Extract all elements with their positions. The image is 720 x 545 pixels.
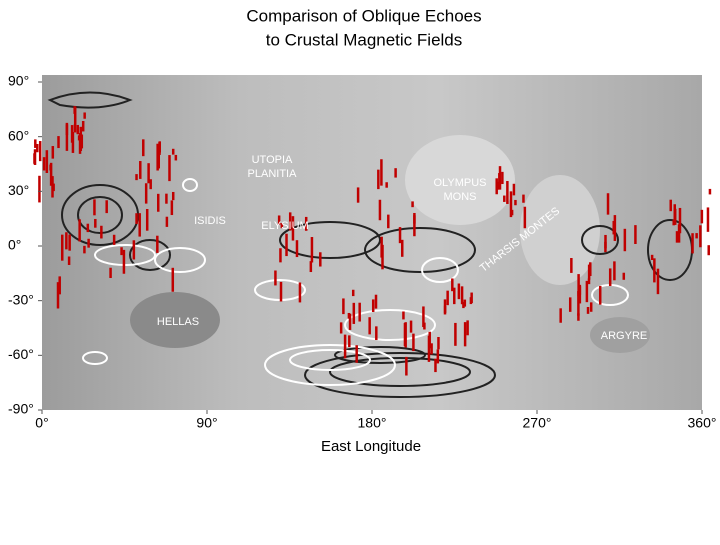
title-line: Comparison of Oblique Echoes — [246, 6, 481, 25]
x-tick-label: 270° — [523, 415, 552, 431]
basin — [130, 292, 220, 348]
region-label: ELYSIUM — [261, 220, 308, 232]
region-label: ISIDIS — [194, 215, 226, 227]
x-axis-label: East Longitude — [321, 438, 421, 455]
x-tick-label: 180° — [358, 415, 387, 431]
y-tick-label: 30° — [8, 182, 29, 198]
region-label: ARGYRE — [601, 330, 647, 342]
title-line: to Crustal Magnetic Fields — [266, 30, 463, 49]
region-label: OLYMPUS — [434, 177, 487, 189]
y-tick-label: 0° — [8, 237, 21, 253]
y-tick-label: -30° — [8, 291, 34, 307]
x-tick-label: 360° — [688, 415, 717, 431]
region-label: HELLAS — [157, 316, 199, 328]
region-label: PLANITIA — [248, 168, 298, 180]
highland — [520, 175, 600, 285]
y-tick-label: -60° — [8, 346, 34, 362]
y-tick-label: 60° — [8, 127, 29, 143]
echo-marks — [33, 106, 712, 376]
x-tick-label: 90° — [196, 415, 217, 431]
x-tick-label: 0° — [35, 415, 48, 431]
basin — [590, 317, 650, 353]
region-label: UTOPIA — [252, 154, 293, 166]
contours-positive — [82, 178, 629, 386]
y-tick-label: 90° — [8, 73, 29, 89]
region-label: MONS — [444, 191, 477, 203]
y-tick-label: -90° — [8, 401, 34, 417]
map — [33, 75, 712, 410]
highland — [405, 135, 515, 225]
